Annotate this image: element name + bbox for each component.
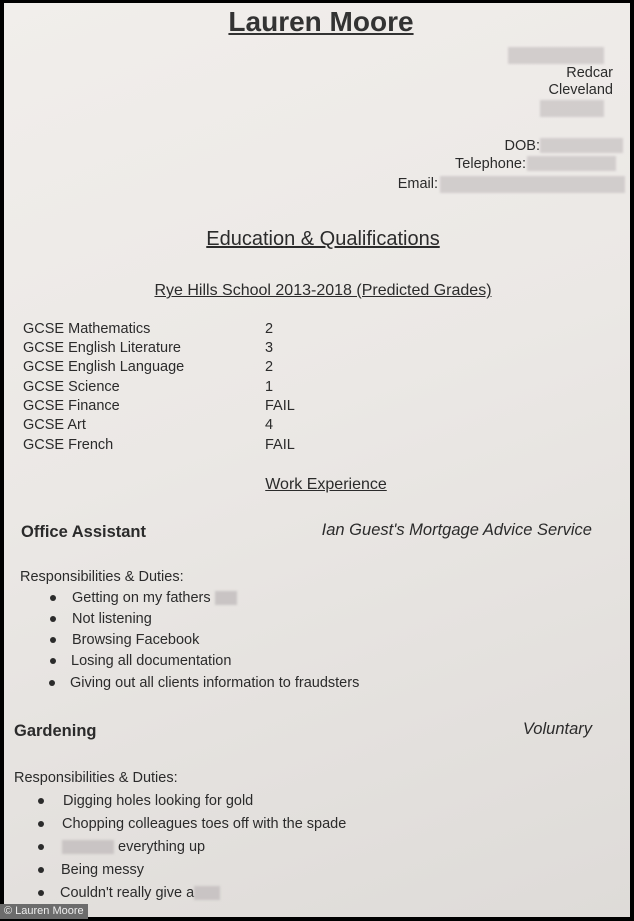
redacted-address-line [508, 47, 604, 64]
address-town: Redcar [566, 65, 613, 81]
duty-item: Digging holes looking for gold [63, 793, 254, 809]
duty-item: everything up [62, 838, 205, 856]
duty-item: Chopping colleagues toes off with the sp… [62, 816, 347, 832]
duty-item: Not listening [72, 611, 152, 627]
bullet [50, 595, 56, 601]
bullet [38, 867, 44, 873]
bullet [38, 844, 44, 850]
redacted-email [440, 176, 625, 193]
job-title: Gardening [14, 722, 97, 740]
subject-grade: 2 [265, 321, 274, 337]
subject-grade: 2 [265, 359, 274, 375]
education-heading: Education & Qualifications [206, 228, 440, 250]
cv-page: Lauren Moore Redcar Cleveland DOB: Telep… [4, 3, 630, 917]
subject-grade: 3 [265, 340, 274, 356]
school-line: Rye Hills School 2013-2018 (Predicted Gr… [154, 282, 492, 299]
subject-name: GCSE Mathematics [23, 321, 151, 337]
telephone-label: Telephone: [455, 156, 526, 172]
redacted-telephone [527, 156, 616, 171]
bullet [49, 680, 55, 686]
job-employer: Ian Guest's Mortgage Advice Service [321, 521, 592, 539]
redacted-word [62, 840, 114, 855]
dob-label: DOB: [504, 138, 540, 154]
address-county: Cleveland [548, 82, 614, 98]
duty-item: Getting on my fathers [72, 589, 237, 607]
bullet [50, 658, 56, 664]
subject-name: GCSE English Language [23, 359, 185, 375]
subject-grade: 1 [265, 379, 274, 395]
subject-grade: FAIL [265, 398, 295, 414]
redacted-postcode [540, 100, 604, 117]
subject-name: GCSE Art [23, 417, 86, 433]
job-employer: Voluntary [522, 720, 592, 738]
bullet [38, 821, 44, 827]
subject-grade: FAIL [265, 437, 295, 453]
duty-item: Browsing Facebook [72, 632, 200, 648]
redacted-word [194, 886, 221, 901]
bullet [38, 890, 44, 896]
copyright-credit: © Lauren Moore [0, 904, 88, 919]
duty-item: Giving out all clients information to fr… [70, 675, 360, 691]
duty-item: Losing all documentation [71, 653, 232, 669]
bullet [50, 616, 56, 622]
subject-name: GCSE French [23, 437, 114, 453]
bullet [50, 637, 56, 643]
subject-name: GCSE Science [23, 379, 120, 395]
duties-label: Responsibilities & Duties: [20, 569, 184, 585]
bullet [38, 798, 44, 804]
duty-item: Couldn't really give a [60, 884, 221, 902]
work-heading: Work Experience [265, 476, 387, 493]
job-title: Office Assistant [21, 523, 147, 541]
email-label: Email: [397, 176, 438, 192]
duty-item: Being messy [61, 862, 145, 878]
cv-name: Lauren Moore [228, 6, 414, 37]
subject-grade: 4 [265, 417, 274, 433]
subject-name: GCSE Finance [23, 398, 120, 414]
duties-label: Responsibilities & Duties: [14, 770, 178, 786]
redacted-word [214, 591, 237, 606]
subject-name: GCSE English Literature [23, 340, 181, 356]
redacted-dob [540, 138, 623, 153]
